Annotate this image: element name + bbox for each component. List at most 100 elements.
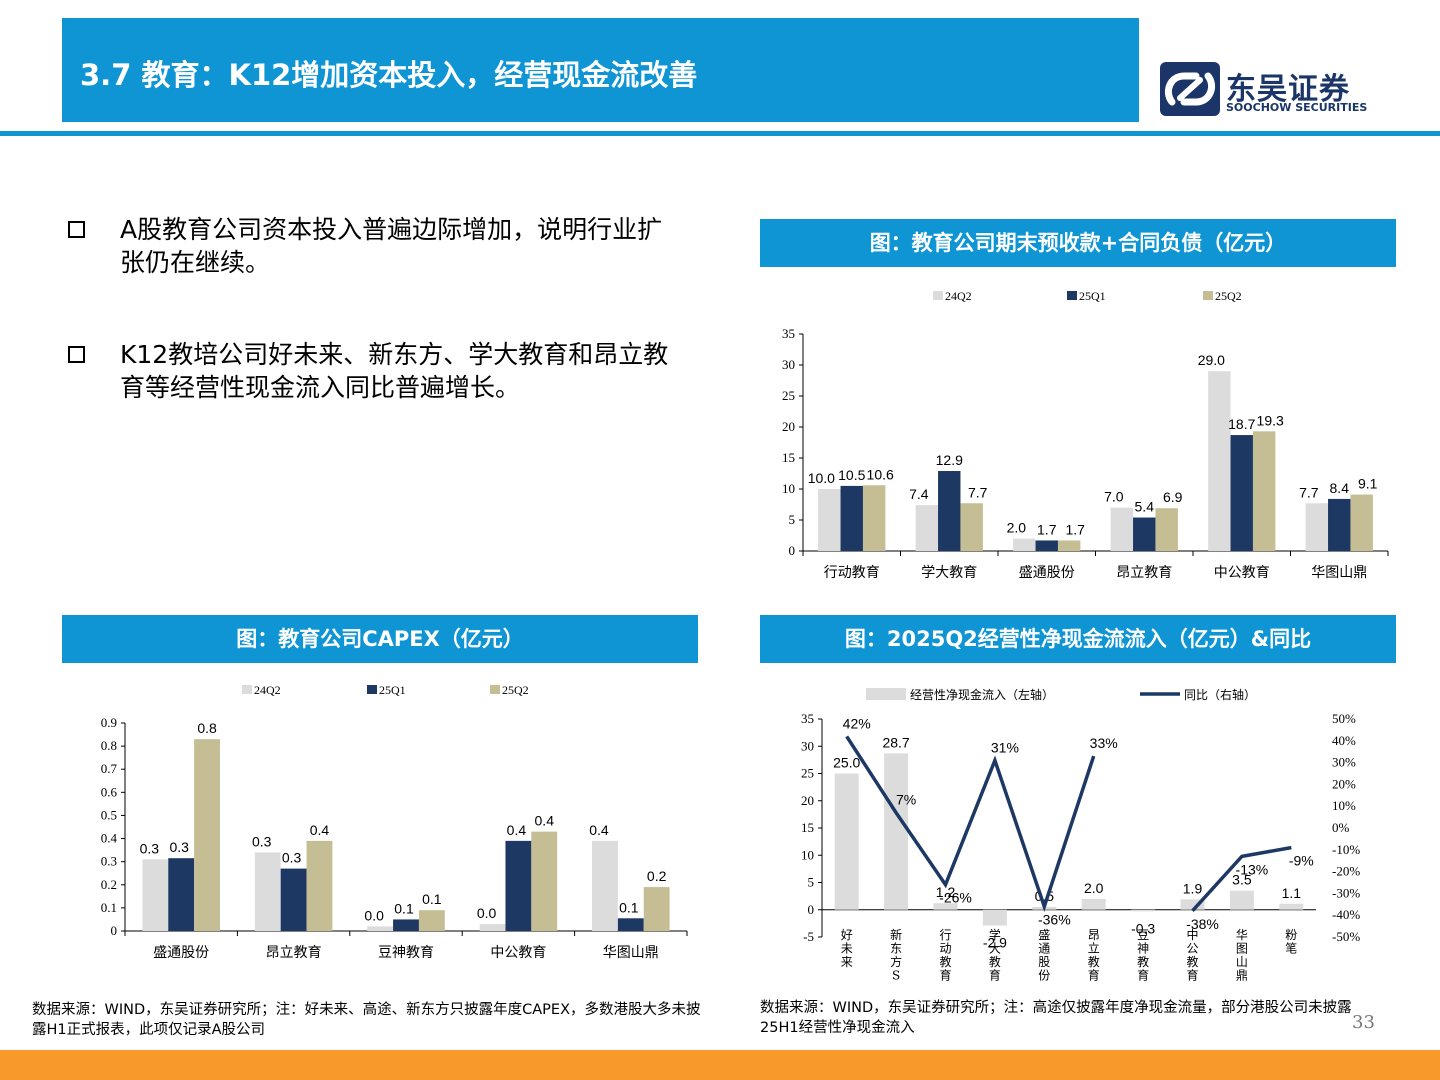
y-tick-label: 25 [782,388,795,403]
data-label: 0.2 [647,868,667,884]
data-label: 0.3 [140,840,160,856]
y-tick-label: 0 [111,923,118,938]
legend-label: 24Q2 [945,289,972,303]
source-note-right: 数据来源：WIND，东吴证券研究所；注：高途仅披露年度净现金流量，部分港股公司未… [760,1000,1352,1036]
category-label-char: 粉 [1285,928,1297,942]
y-tick-label: 30 [801,738,814,753]
bar-24Q2 [254,852,281,931]
category-label-char: 豆 [1137,928,1149,942]
cashflow-bar [1229,890,1254,910]
category-label-char: 教 [939,954,951,969]
category-label-char: 图 [1236,942,1248,956]
category-label-char: 股 [1038,955,1050,969]
bar-25Q1 [280,868,307,931]
category-label-char: 笔 [1285,941,1297,956]
category-label: 昂立教育 [1116,565,1172,581]
yoy-label: -13% [1236,861,1269,877]
data-label: -2.9 [983,935,1007,951]
chart-header-contract: 图：教育公司期末预收款+合同负债（亿元） [760,219,1396,267]
bar-25Q1 [505,840,532,931]
category-label: 华图山鼎 [603,945,659,961]
data-label: 19.3 [1257,412,1284,428]
bar-25Q1 [168,858,195,931]
category-label: 盛通股份 [153,945,209,961]
y-tick-label: 0.7 [101,761,118,776]
bar-25Q1 [1133,517,1156,551]
y-tick-label: 15 [782,450,795,465]
bar-25Q2 [1057,540,1081,551]
category-label: 华图山鼎 [1311,565,1367,581]
legend-label: 25Q1 [379,683,406,697]
bar-24Q2 [1208,371,1231,551]
y-tick-label: 30 [782,357,795,372]
legend-label: 24Q2 [254,683,281,697]
cashflow-bar [834,773,859,910]
yoy-label: -9% [1289,853,1314,869]
category-label-char: 鼎 [1236,969,1248,983]
legend-label: 25Q1 [1079,289,1106,303]
y2-tick-label: -40% [1332,907,1360,922]
yoy-label: 42% [843,715,871,731]
data-label: 1.9 [1183,880,1203,896]
bar-25Q1 [938,471,961,551]
page-title: 3.7 教育：K12增加资本投入，经营现金流改善 [80,58,698,92]
category-label-char: 育 [1088,968,1100,983]
category-label-char: 未 [841,942,853,956]
category-label-char: 来 [841,955,853,969]
y-tick-label: 0.3 [101,854,117,869]
category-label: 行动教育 [824,565,880,581]
bar-25Q1 [1230,435,1253,551]
data-label: 0.0 [364,907,384,923]
category-label-char: 育 [1186,968,1198,983]
bar-25Q1 [1035,540,1058,551]
y2-tick-label: 0% [1332,820,1350,835]
y-tick-label: 0.8 [101,738,117,753]
bar-24Q2 [1110,507,1134,551]
data-label: 1.7 [1065,521,1085,537]
y2-tick-label: 50% [1332,711,1356,726]
legend-swatch [367,685,377,694]
data-label: 0.3 [252,833,272,849]
chart-header-cashflow: 图：2025Q2经营性净现金流流入（亿元）&同比 [760,615,1396,663]
cashflow-bar [884,753,909,910]
bar-25Q2 [1155,508,1178,551]
data-label: 1.2 [936,884,956,900]
legend-label: 经营性净现金流入（左轴） [910,687,1054,702]
bar-24Q2 [1013,538,1036,551]
data-label: 9.1 [1358,476,1378,492]
category-label: 盛通股份 [1019,565,1075,581]
y2-tick-label: 30% [1332,755,1356,770]
data-label: 2.0 [1084,880,1104,896]
y-tick-label: 10 [801,847,814,862]
data-label: 2.0 [1007,520,1027,536]
bar-25Q1 [393,919,419,931]
y2-tick-label: -50% [1332,929,1360,944]
category-label-char: 份 [1038,969,1050,983]
data-label: 10.6 [867,466,894,482]
y-tick-label: 0.1 [101,900,117,915]
data-label: 25.0 [833,755,860,771]
y2-tick-label: 10% [1332,798,1356,813]
bar-24Q2 [367,926,394,931]
category-label-char: 教 [989,954,1001,969]
category-label-char: 神 [1137,942,1149,956]
y-tick-label: 0 [808,902,815,917]
yoy-label: -36% [1038,911,1071,927]
checkbox-bullet-icon [68,346,85,363]
y-tick-label: 0.5 [101,807,117,822]
data-label: 3.5 [1232,872,1252,888]
y-tick-label: 5 [808,875,815,890]
data-label: 29.0 [1198,352,1225,368]
data-label: 8.4 [1330,480,1350,496]
data-label: 10.5 [838,467,865,483]
category-label-char: 东 [890,942,902,956]
bar-25Q2 [862,485,886,551]
bar-24Q2 [1305,503,1329,551]
bar-24Q2 [915,505,939,551]
legend-swatch [866,688,906,700]
data-label: 0.4 [589,822,609,838]
category-label-char: 中 [1186,927,1198,942]
bottom-bar [0,1050,1440,1080]
category-label: 豆神教育 [378,945,434,961]
y-tick-label: -5 [803,929,814,944]
